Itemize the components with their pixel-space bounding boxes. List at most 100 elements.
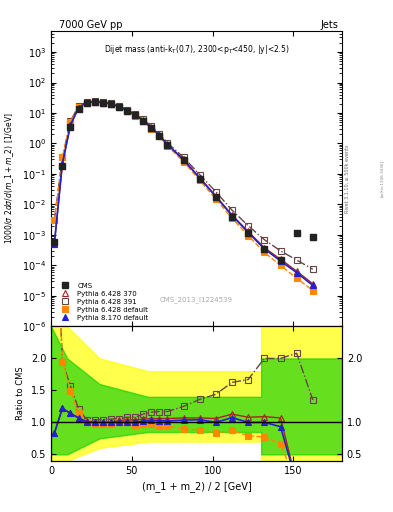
Pythia 6.428 default bbox=[310, 287, 315, 293]
Pythia 8.170 default bbox=[141, 118, 145, 124]
CMS bbox=[230, 214, 234, 220]
Pythia 6.428 default bbox=[197, 177, 202, 183]
Pythia 6.428 370 bbox=[262, 245, 267, 251]
Pythia 8.170 default bbox=[157, 132, 162, 138]
Pythia 8.170 default bbox=[197, 175, 202, 181]
Pythia 6.428 default bbox=[213, 196, 218, 202]
Pythia 6.428 default bbox=[52, 217, 57, 223]
CMS bbox=[213, 194, 218, 200]
Line: Pythia 8.170 default: Pythia 8.170 default bbox=[51, 99, 316, 288]
Pythia 6.428 370 bbox=[157, 132, 162, 138]
Pythia 6.428 default bbox=[262, 249, 267, 255]
Pythia 6.428 370 bbox=[76, 104, 81, 111]
Pythia 8.170 default bbox=[149, 124, 154, 131]
CMS bbox=[310, 234, 315, 240]
Pythia 8.170 default bbox=[84, 99, 89, 105]
Pythia 6.428 default bbox=[101, 100, 105, 106]
Pythia 6.428 default bbox=[125, 108, 129, 114]
Pythia 8.170 default bbox=[133, 112, 138, 118]
Pythia 6.428 default bbox=[133, 113, 138, 119]
Pythia 6.428 default bbox=[92, 99, 97, 105]
CMS bbox=[84, 99, 89, 105]
Pythia 6.428 391 bbox=[230, 207, 234, 213]
CMS bbox=[157, 133, 162, 139]
Pythia 6.428 370 bbox=[68, 122, 73, 128]
Pythia 6.428 370 bbox=[294, 268, 299, 274]
Pythia 6.428 391 bbox=[52, 217, 57, 223]
Pythia 8.170 default bbox=[262, 246, 267, 252]
Pythia 8.170 default bbox=[76, 104, 81, 111]
CMS bbox=[294, 229, 299, 236]
Pythia 6.428 370 bbox=[117, 103, 121, 110]
Pythia 8.170 default bbox=[101, 99, 105, 105]
Pythia 6.428 default bbox=[117, 104, 121, 110]
Pythia 6.428 default bbox=[246, 232, 251, 239]
Y-axis label: Ratio to CMS: Ratio to CMS bbox=[16, 367, 25, 420]
Pythia 6.428 391 bbox=[117, 103, 121, 109]
Pythia 6.428 391 bbox=[92, 98, 97, 104]
CMS bbox=[60, 163, 65, 169]
Text: Dijet mass (anti-k$_T$(0.7), 2300<p$_T$<450, |y|<2.5): Dijet mass (anti-k$_T$(0.7), 2300<p$_T$<… bbox=[104, 42, 289, 55]
CMS bbox=[197, 176, 202, 182]
Pythia 8.170 default bbox=[294, 270, 299, 276]
Pythia 6.428 391 bbox=[197, 172, 202, 178]
Pythia 6.428 default bbox=[294, 275, 299, 281]
CMS bbox=[246, 229, 251, 236]
Pythia 6.428 391 bbox=[101, 99, 105, 105]
Pythia 6.428 370 bbox=[197, 175, 202, 181]
Pythia 8.170 default bbox=[117, 104, 121, 110]
Pythia 6.428 370 bbox=[101, 99, 105, 105]
Pythia 6.428 default bbox=[157, 134, 162, 140]
Pythia 6.428 370 bbox=[213, 193, 218, 199]
CMS bbox=[125, 108, 129, 114]
Pythia 6.428 370 bbox=[181, 156, 186, 162]
Pythia 8.170 default bbox=[165, 141, 170, 147]
Pythia 8.170 default bbox=[310, 283, 315, 289]
Pythia 8.170 default bbox=[108, 101, 113, 107]
Pythia 6.428 391 bbox=[213, 189, 218, 195]
Pythia 6.428 370 bbox=[52, 241, 57, 247]
Pythia 6.428 370 bbox=[149, 124, 154, 131]
Pythia 6.428 default bbox=[76, 104, 81, 110]
Text: 7000 GeV pp: 7000 GeV pp bbox=[59, 20, 123, 31]
CMS bbox=[117, 104, 121, 110]
Pythia 6.428 default bbox=[278, 262, 283, 268]
Pythia 6.428 391 bbox=[60, 154, 65, 160]
CMS bbox=[141, 118, 145, 124]
Text: [arXiv:1306.3436]: [arXiv:1306.3436] bbox=[380, 160, 384, 197]
Line: Pythia 6.428 default: Pythia 6.428 default bbox=[51, 99, 316, 293]
Pythia 6.428 391 bbox=[125, 106, 129, 113]
Pythia 6.428 default bbox=[181, 159, 186, 165]
Pythia 8.170 default bbox=[246, 229, 251, 236]
Pythia 6.428 default bbox=[68, 119, 73, 125]
Pythia 6.428 370 bbox=[60, 160, 65, 166]
Pythia 8.170 default bbox=[60, 160, 65, 166]
Pythia 6.428 391 bbox=[181, 154, 186, 160]
Pythia 6.428 391 bbox=[310, 266, 315, 272]
Pythia 6.428 391 bbox=[84, 99, 89, 105]
Pythia 6.428 391 bbox=[278, 248, 283, 254]
Pythia 6.428 391 bbox=[246, 223, 251, 229]
Pythia 6.428 370 bbox=[230, 212, 234, 218]
Pythia 6.428 370 bbox=[92, 99, 97, 105]
Pythia 6.428 370 bbox=[278, 256, 283, 262]
Pythia 6.428 370 bbox=[108, 101, 113, 107]
Pythia 6.428 391 bbox=[294, 257, 299, 263]
Pythia 6.428 370 bbox=[84, 99, 89, 105]
Pythia 6.428 370 bbox=[165, 141, 170, 147]
CMS bbox=[108, 101, 113, 107]
Pythia 6.428 391 bbox=[157, 131, 162, 137]
Pythia 6.428 391 bbox=[68, 118, 73, 124]
Pythia 8.170 default bbox=[278, 258, 283, 264]
Pythia 6.428 370 bbox=[125, 107, 129, 113]
CMS bbox=[68, 124, 73, 130]
Pythia 6.428 391 bbox=[76, 103, 81, 109]
Pythia 8.170 default bbox=[213, 194, 218, 200]
Pythia 6.428 370 bbox=[310, 281, 315, 287]
Y-axis label: $1000/\sigma\ 2d\sigma/d(m\_1 + m\_2)$ [1/GeV]: $1000/\sigma\ 2d\sigma/d(m\_1 + m\_2)$ [… bbox=[4, 113, 17, 244]
Pythia 6.428 391 bbox=[165, 140, 170, 146]
Pythia 8.170 default bbox=[181, 157, 186, 163]
Pythia 8.170 default bbox=[125, 108, 129, 114]
Pythia 6.428 370 bbox=[246, 228, 251, 234]
Pythia 6.428 default bbox=[84, 99, 89, 105]
